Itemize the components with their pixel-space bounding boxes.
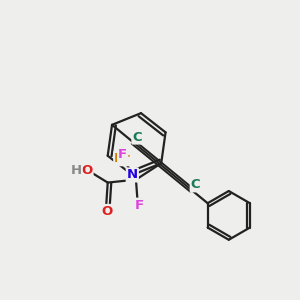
- Text: O: O: [101, 205, 112, 218]
- Text: H: H: [70, 164, 82, 177]
- Text: F: F: [134, 199, 143, 212]
- Text: C: C: [191, 178, 200, 191]
- Text: O: O: [81, 164, 92, 177]
- Text: C: C: [132, 130, 142, 143]
- Text: N: N: [127, 169, 138, 182]
- Text: Br: Br: [114, 152, 131, 165]
- Text: F: F: [118, 148, 127, 161]
